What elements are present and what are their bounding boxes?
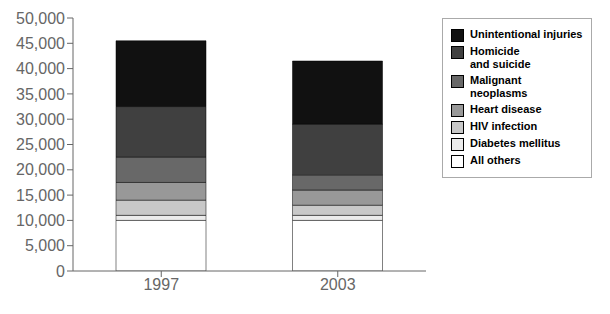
svg-text:0: 0 bbox=[56, 263, 65, 280]
html-text:Malignant neoplasms: Malignant neoplasms bbox=[470, 74, 528, 99]
svg-text:15,000: 15,000 bbox=[16, 187, 65, 204]
svg-text:2003: 2003 bbox=[320, 276, 356, 293]
svg-text:1997: 1997 bbox=[143, 276, 179, 293]
svg-text:45,000: 45,000 bbox=[16, 35, 65, 52]
svg-text:5,000: 5,000 bbox=[25, 237, 65, 254]
html-text:All others: All others bbox=[470, 154, 521, 166]
svg-text:40,000: 40,000 bbox=[16, 60, 65, 77]
svg-text:50,000: 50,000 bbox=[16, 10, 65, 27]
html-text:Homicide and suicide: Homicide and suicide bbox=[470, 45, 531, 70]
svg-text:25,000: 25,000 bbox=[16, 136, 65, 153]
html-text:Diabetes mellitus: Diabetes mellitus bbox=[470, 137, 561, 149]
svg-text:30,000: 30,000 bbox=[16, 111, 65, 128]
html-text:Unintentional injuries: Unintentional injuries bbox=[470, 28, 583, 40]
svg-text:35,000: 35,000 bbox=[16, 86, 65, 103]
html-text:Heart disease: Heart disease bbox=[470, 103, 542, 115]
svg-text:20,000: 20,000 bbox=[16, 161, 65, 178]
html-text:HIV infection: HIV infection bbox=[470, 120, 538, 132]
svg-text:10,000: 10,000 bbox=[16, 212, 65, 229]
